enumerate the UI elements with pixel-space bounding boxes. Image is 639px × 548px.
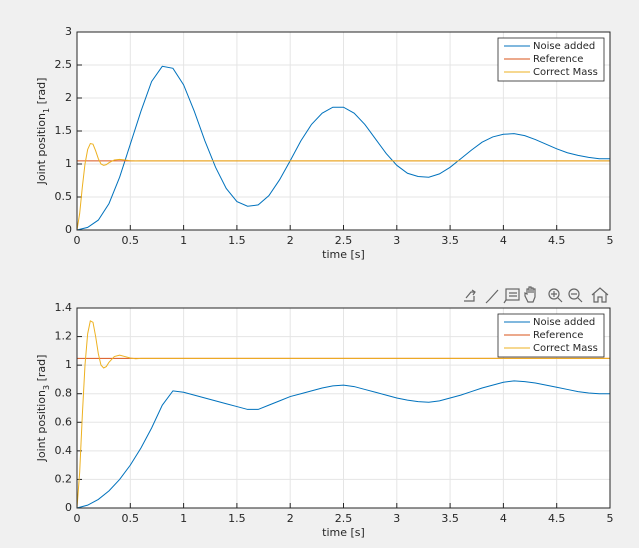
y-tick-label: 0 [65,223,72,236]
x-tick-label: 1.5 [228,234,246,247]
x-tick-label: 0.5 [122,512,140,525]
series-line [76,320,610,509]
y-tick-label: 0.4 [55,444,73,457]
x-axis-label: time [s] [322,526,365,539]
x-tick-label: 4 [500,512,507,525]
home-button[interactable] [591,287,609,303]
axes: 0 0.5 1 1.5 2 2.5 3 3.5 4 4.5 5 0 0.5 1 1.5 2 2.5 3 time [… [35,25,614,261]
y-tick-label: 3 [65,25,72,38]
x-tick-label: 0 [74,512,81,525]
series-line [76,142,610,231]
x-tick-label: 1.5 [228,512,246,525]
legend: Noise added Reference Correct Mass [497,313,605,358]
axes-box [76,307,611,509]
export-button[interactable] [464,289,476,302]
x-tick-label: 2 [287,512,294,525]
y-tick-label: 1.5 [55,124,73,137]
y-tick-label: 0.6 [55,415,73,428]
y-tick-label: 2.5 [55,58,73,71]
y-axis-label-part: Joint position [35,390,48,462]
y-tick-label: 0.5 [55,190,73,203]
x-tick-label: 4 [500,234,507,247]
x-tick-label: 5 [607,234,614,247]
x-tick-label: 2.5 [335,234,353,247]
x-tick-label: 0 [74,234,81,247]
y-axis-label-part: [rad] [35,355,48,385]
legend-label: Reference [533,330,583,341]
x-tick-label: 3.5 [441,234,459,247]
legend-label: Reference [533,54,583,65]
x-axis-label: time [s] [322,248,365,261]
series-line [76,380,610,509]
legend-label: Noise added [533,41,595,52]
y-axis-label-part: [rad] [35,78,48,108]
brush-button[interactable] [485,289,499,304]
legend-label: Noise added [533,317,595,328]
legend: Noise added Reference Correct Mass [497,37,605,82]
y-tick-label: 2 [65,91,72,104]
x-tick-label: 1 [180,234,187,247]
zoom-in-button[interactable] [548,288,563,303]
x-tick-label: 5 [607,512,614,525]
x-tick-label: 4.5 [548,512,566,525]
pan-button[interactable] [524,286,536,303]
y-tick-label: 1.4 [55,301,73,314]
y-tick-label: 1.2 [55,330,73,343]
x-tick-label: 2 [287,234,294,247]
y-axis-label: Joint position1 [rad] [35,78,51,186]
y-tick-label: 0 [65,501,72,514]
series-line [76,65,610,231]
x-tick-label: 2.5 [335,512,353,525]
datatip-button[interactable] [503,288,520,304]
zoom-out-button[interactable] [568,288,583,303]
axes: 0 0.5 1 1.5 2 2.5 3 3.5 4 4.5 5 0 0.2 0.4 0.6 0.8 1 1.2 1.… [35,301,614,539]
y-axis-label-part: 1 [42,108,51,113]
x-tick-label: 3 [393,512,400,525]
legend-label: Correct Mass [533,67,598,78]
y-axis-label-part: 3 [42,385,51,390]
legend-label: Correct Mass [533,343,598,354]
y-tick-label: 1 [65,358,72,371]
y-axis-label: Joint position3 [rad] [35,355,51,463]
y-tick-label: 0.8 [55,387,73,400]
x-tick-label: 4.5 [548,234,566,247]
y-axis-label-part: Joint position [35,113,48,185]
x-tick-label: 3.5 [441,512,459,525]
axes-box [76,31,611,231]
y-tick-label: 0.2 [55,472,73,485]
x-tick-label: 1 [180,512,187,525]
x-tick-label: 3 [393,234,400,247]
x-tick-label: 0.5 [122,234,140,247]
y-tick-label: 1 [65,157,72,170]
axes-toolbar[interactable] [464,286,609,304]
